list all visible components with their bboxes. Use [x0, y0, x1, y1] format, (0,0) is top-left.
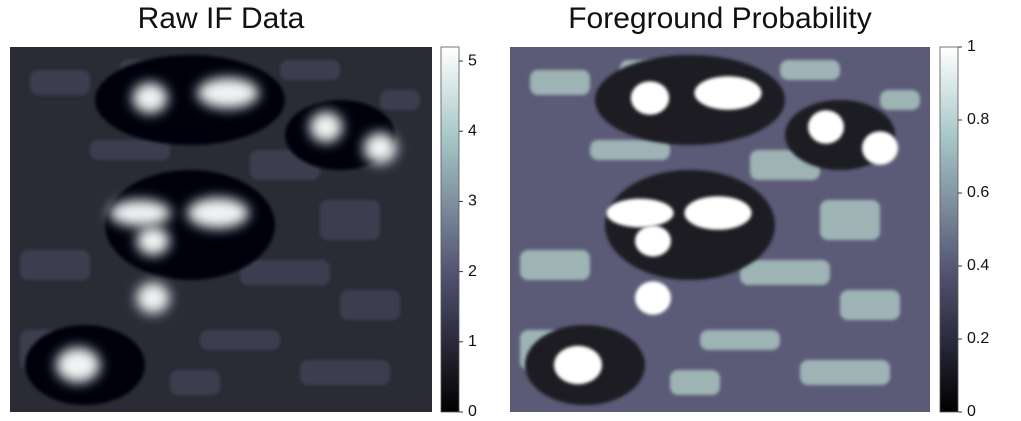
heatmap-patch: [280, 60, 340, 80]
heatmap-blob: [187, 197, 249, 229]
heatmap-patch: [590, 140, 670, 160]
heatmap-blob: [606, 198, 674, 228]
heatmap-blob: [630, 81, 670, 115]
colorbar-tick-label: 0.4: [967, 257, 989, 274]
colorbar-tick-label: 1: [468, 333, 477, 350]
heatmap-image: [10, 47, 432, 412]
colorbar-tick-label: 0: [967, 403, 976, 420]
heatmap-patch: [320, 200, 380, 240]
chart-title: Raw IF Data: [138, 2, 305, 35]
heatmap-blob: [56, 347, 100, 383]
heatmap-patch: [20, 250, 90, 280]
colorbar-tick-label: 4: [468, 122, 477, 139]
heatmap-patch: [740, 260, 830, 285]
heatmap-blob: [309, 111, 343, 143]
heatmap-patch: [700, 330, 780, 350]
heatmap-blob: [694, 76, 762, 110]
heatmap-image: [510, 47, 930, 412]
colorbar-tick-label: 1: [967, 38, 976, 55]
heatmap-patch: [530, 70, 590, 95]
heatmap-patch: [30, 70, 90, 95]
heatmap-patch: [520, 250, 590, 280]
colorbar-tick-label: 3: [468, 193, 477, 210]
colorbar-tick-label: 0: [468, 403, 477, 420]
heatmap-patch: [820, 200, 880, 240]
colorbar-tick-label: 5: [468, 52, 477, 69]
heatmap-blob: [136, 226, 170, 256]
colorbar: [939, 46, 959, 413]
heatmap-blob: [635, 225, 671, 257]
colorbar-tick-label: 0.6: [967, 184, 989, 201]
heatmap-blob: [109, 199, 171, 227]
heatmap-patch: [240, 260, 330, 285]
heatmap-patch: [300, 360, 390, 385]
heatmap-blob: [197, 77, 259, 109]
heatmap-blob: [635, 281, 671, 315]
heatmap-patch: [880, 90, 920, 110]
heatmap-blob: [808, 110, 844, 144]
heatmap-blob: [363, 132, 397, 164]
chart-title: Foreground Probability: [568, 2, 872, 35]
colorbar: [440, 46, 460, 413]
heatmap-blob: [136, 282, 170, 314]
heatmap-blob: [554, 345, 602, 385]
heatmap-patch: [340, 290, 400, 320]
heatmap-patch: [800, 360, 890, 385]
heatmap-blob: [862, 131, 898, 165]
colorbar-tick-label: 2: [468, 263, 477, 280]
colorbar-tick-label: 0.2: [967, 330, 989, 347]
heatmap-patch: [200, 330, 280, 350]
heatmap-patch: [840, 290, 900, 320]
heatmap-patch: [780, 60, 840, 80]
heatmap-patch: [90, 140, 170, 160]
heatmap-patch: [670, 370, 720, 395]
heatmap-blob: [684, 196, 752, 230]
heatmap-patch: [170, 370, 220, 395]
heatmap-blob: [132, 82, 168, 114]
heatmap-halo: [95, 55, 285, 145]
colorbar-tick-label: 0.8: [967, 111, 989, 128]
heatmap-patch: [380, 90, 420, 110]
